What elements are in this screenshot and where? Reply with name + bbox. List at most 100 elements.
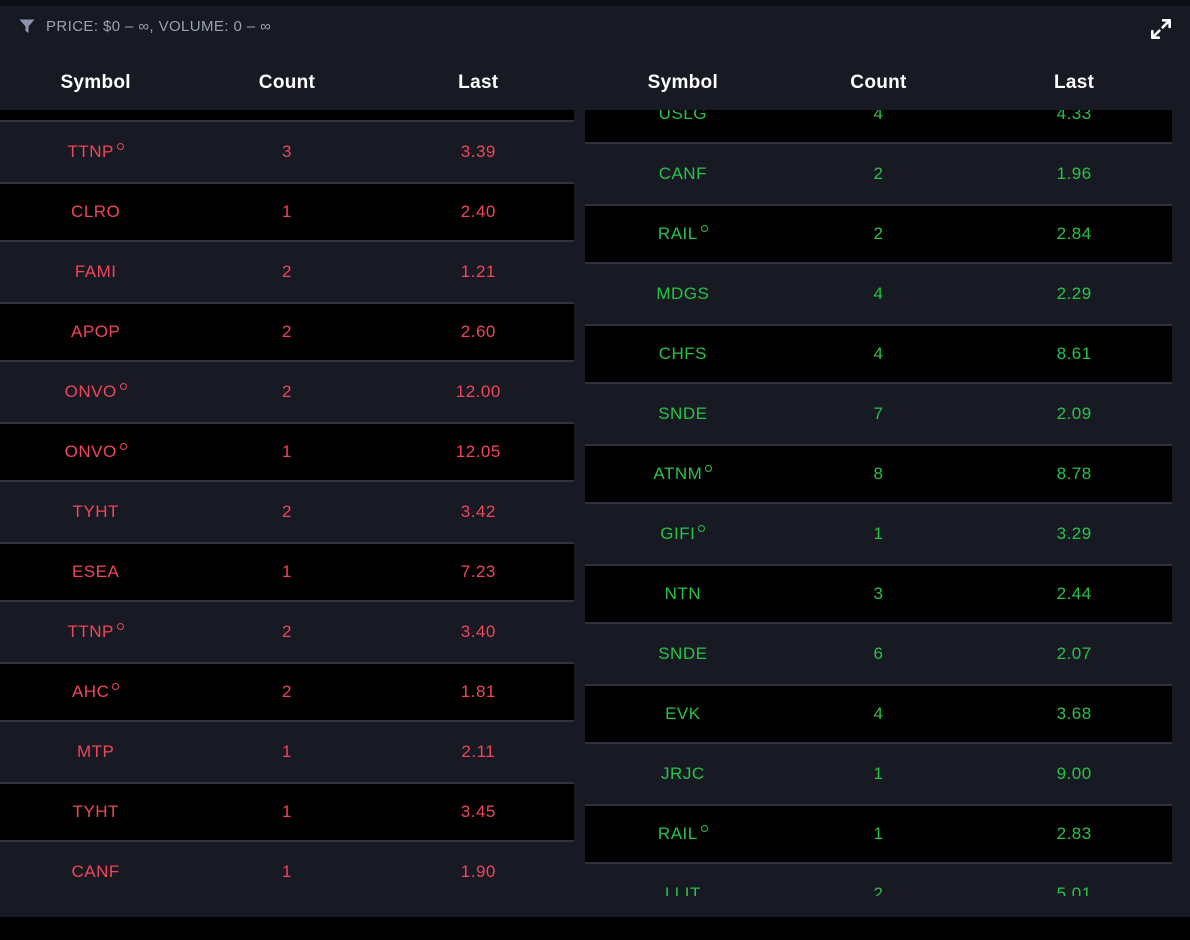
count-cell: 1 xyxy=(282,802,292,821)
table-row[interactable]: GIFI 1 3.29 xyxy=(585,504,1172,564)
offering-marker-icon xyxy=(119,383,127,390)
count-cell: 1 xyxy=(282,562,292,581)
table-row[interactable]: LLIT 2 5.01 xyxy=(585,864,1172,896)
offering-marker-icon xyxy=(116,143,124,150)
last-cell: 2.84 xyxy=(1056,224,1092,243)
table-row[interactable]: RAIL 1 2.83 xyxy=(585,804,1172,864)
last-cell: 2.60 xyxy=(460,322,496,341)
symbol-cell: MDGS xyxy=(585,284,781,304)
last-cell: 3.39 xyxy=(460,142,496,161)
symbol-text: NTN xyxy=(664,584,702,603)
symbol-text: FAMI xyxy=(74,262,117,281)
symbol-cell: CANF xyxy=(0,862,191,882)
last-cell: 12.05 xyxy=(455,442,501,461)
count-cell: 1 xyxy=(282,202,292,221)
count-cell: 2 xyxy=(282,382,292,401)
table-row[interactable]: TYHT 1 3.45 xyxy=(0,782,574,842)
symbol-text: TTNP xyxy=(67,142,114,161)
last-cell: 3.40 xyxy=(460,622,496,641)
table-row[interactable]: TYHT 2 3.42 xyxy=(0,482,574,542)
last-cell: 2.09 xyxy=(1056,404,1092,423)
count-cell: 1 xyxy=(282,742,292,761)
last-cell: 8.78 xyxy=(1056,464,1092,483)
symbol-cell: CLRO xyxy=(0,202,191,222)
count-column-header: Count xyxy=(258,72,316,93)
table-row[interactable]: RAIL 2 2.84 xyxy=(585,204,1172,264)
last-cell: 9.00 xyxy=(1056,764,1092,783)
table-row[interactable]: ONVO 1 12.05 xyxy=(0,422,574,482)
last-cell: 2.44 xyxy=(1056,584,1092,603)
last-cell: 1.21 xyxy=(460,262,496,281)
table-row[interactable]: USLG 4 4.33 xyxy=(585,110,1172,144)
table-row[interactable]: FAMI 2 1.21 xyxy=(0,242,574,302)
table-row[interactable]: SNDE 7 2.09 xyxy=(585,384,1172,444)
filter-summary[interactable]: PRICE: $0 – ∞, VOLUME: 0 – ∞ xyxy=(46,18,272,35)
table-row[interactable]: CHFS 4 8.61 xyxy=(585,324,1172,384)
table-row[interactable]: ATNM 8 8.78 xyxy=(585,444,1172,504)
symbol-text: ONVO xyxy=(64,382,117,401)
table-row-partial[interactable] xyxy=(0,110,574,122)
symbol-text: CANF xyxy=(71,862,120,881)
symbol-text: EVK xyxy=(665,704,701,723)
symbol-column-header: Symbol xyxy=(647,72,719,93)
last-cell: 1.90 xyxy=(460,862,496,881)
last-cell: 8.61 xyxy=(1056,344,1092,363)
last-cell: 7.23 xyxy=(460,562,496,581)
table-row[interactable]: TTNP 3 3.39 xyxy=(0,122,574,182)
table-row[interactable]: MDGS 4 2.29 xyxy=(585,264,1172,324)
table-row[interactable]: TTNP 2 3.40 xyxy=(0,602,574,662)
symbol-cell: RAIL xyxy=(585,824,781,844)
table-row[interactable]: NTN 3 2.44 xyxy=(585,564,1172,624)
gainers-table[interactable]: USLG 4 4.33 CANF 2 1.96 RAIL 2 2.84 MDGS… xyxy=(585,110,1172,896)
count-cell: 3 xyxy=(873,584,884,603)
symbol-text: MDGS xyxy=(656,284,710,303)
table-row[interactable]: SNDE 6 2.07 xyxy=(585,624,1172,684)
losers-table[interactable]: TTNP 3 3.39 CLRO 1 2.40 FAMI 2 1.21 APOP… xyxy=(0,110,574,917)
symbol-text: SNDE xyxy=(658,644,708,663)
last-column-header: Last xyxy=(1054,72,1095,93)
table-row[interactable]: JRJC 1 9.00 xyxy=(585,744,1172,804)
last-column-header: Last xyxy=(458,72,499,93)
table-row[interactable]: CANF 1 1.90 xyxy=(0,842,574,902)
symbol-cell: CHFS xyxy=(585,344,781,364)
table-row[interactable]: CANF 2 1.96 xyxy=(585,144,1172,204)
symbol-cell: EVK xyxy=(585,704,781,724)
last-cell: 2.07 xyxy=(1056,644,1092,663)
funnel-icon[interactable] xyxy=(19,19,35,34)
last-cell: 3.42 xyxy=(460,502,496,521)
symbol-text: LLIT xyxy=(664,884,701,896)
filter-bar: PRICE: $0 – ∞, VOLUME: 0 – ∞ xyxy=(0,6,1190,56)
table-row[interactable]: MTP 1 2.11 xyxy=(0,722,574,782)
expand-icon[interactable] xyxy=(1144,12,1178,46)
table-row[interactable]: CLRO 1 2.40 xyxy=(0,182,574,242)
table-row[interactable]: ESEA 1 7.23 xyxy=(0,542,574,602)
symbol-cell: SNDE xyxy=(585,404,781,424)
table-row[interactable]: AHC 2 1.81 xyxy=(0,662,574,722)
symbol-cell: TTNP xyxy=(0,142,191,162)
count-cell: 4 xyxy=(873,284,884,303)
symbol-text: APOP xyxy=(71,322,121,341)
symbol-text: ESEA xyxy=(71,562,120,581)
offering-marker-icon xyxy=(700,825,708,832)
table-headers: Symbol Count Last Symbol Count Last xyxy=(0,56,1190,110)
count-cell: 8 xyxy=(873,464,884,483)
offering-marker-icon xyxy=(116,623,124,630)
symbol-text: RAIL xyxy=(657,824,698,843)
symbol-text: SNDE xyxy=(658,404,708,423)
symbol-cell: GIFI xyxy=(585,524,781,544)
count-column-header: Count xyxy=(850,72,907,93)
count-cell: 1 xyxy=(873,764,884,783)
symbol-text: AHC xyxy=(71,682,110,701)
count-cell: 2 xyxy=(282,502,292,521)
table-row[interactable]: APOP 2 2.60 xyxy=(0,302,574,362)
symbol-cell: TYHT xyxy=(0,802,191,822)
symbol-text: TYHT xyxy=(72,502,119,521)
symbol-cell: USLG xyxy=(585,110,781,124)
gainers-header: Symbol Count Last xyxy=(585,56,1172,110)
count-cell: 1 xyxy=(282,442,292,461)
table-row[interactable]: EVK 4 3.68 xyxy=(585,684,1172,744)
losers-header: Symbol Count Last xyxy=(0,56,574,110)
gainers-rows: USLG 4 4.33 CANF 2 1.96 RAIL 2 2.84 MDGS… xyxy=(585,110,1172,896)
table-row[interactable]: ONVO 2 12.00 xyxy=(0,362,574,422)
